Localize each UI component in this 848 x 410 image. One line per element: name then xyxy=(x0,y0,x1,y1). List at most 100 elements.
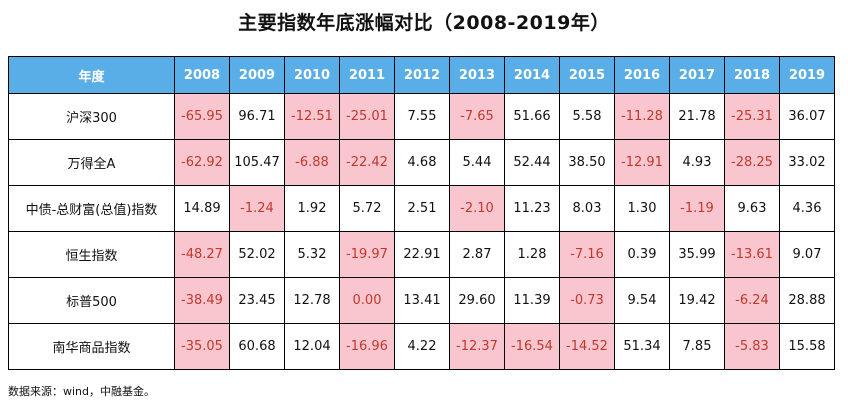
table-cell: 96.71 xyxy=(229,93,285,140)
row-label: 中债-总财富(总值)指数 xyxy=(8,185,175,232)
column-header-2019: 2019 xyxy=(779,56,835,94)
column-header-2017: 2017 xyxy=(669,56,725,94)
row-label: 恒生指数 xyxy=(8,231,175,278)
table-cell: 7.55 xyxy=(394,93,450,140)
table-cell: -65.95 xyxy=(174,93,230,140)
table-cell: 12.78 xyxy=(284,277,340,324)
table-cell: -6.24 xyxy=(724,277,780,324)
table-cell: 11.23 xyxy=(504,185,560,232)
table-cell: 60.68 xyxy=(229,323,285,370)
table-cell: 19.42 xyxy=(669,277,725,324)
table-cell: 14.89 xyxy=(174,185,230,232)
table-cell: 13.41 xyxy=(394,277,450,324)
table-cell: 0.00 xyxy=(339,277,395,324)
table-cell: 28.88 xyxy=(779,277,835,324)
table-cell: 4.36 xyxy=(779,185,835,232)
table-cell: -13.61 xyxy=(724,231,780,278)
table-cell: 5.58 xyxy=(559,93,615,140)
table-row: 恒生指数 -48.27 52.02 5.32 -19.97 22.91 2.87… xyxy=(8,231,835,278)
table-cell: -25.31 xyxy=(724,93,780,140)
table-cell: -12.91 xyxy=(614,139,670,186)
table-cell: -12.51 xyxy=(284,93,340,140)
table-cell: 105.47 xyxy=(229,139,285,186)
column-header-2013: 2013 xyxy=(449,56,505,94)
table-cell: -1.24 xyxy=(229,185,285,232)
table-cell: 7.85 xyxy=(669,323,725,370)
table-cell: -16.96 xyxy=(339,323,395,370)
table-cell: 0.39 xyxy=(614,231,670,278)
table-cell: -35.05 xyxy=(174,323,230,370)
row-label: 万得全A xyxy=(8,139,175,186)
table-cell: -1.19 xyxy=(669,185,725,232)
table-cell: 2.87 xyxy=(449,231,505,278)
column-header-2008: 2008 xyxy=(174,56,230,94)
column-header-2012: 2012 xyxy=(394,56,450,94)
table-cell: 51.66 xyxy=(504,93,560,140)
column-header-2018: 2018 xyxy=(724,56,780,94)
table-cell: 29.60 xyxy=(449,277,505,324)
table-row: 万得全A -62.92 105.47 -6.88 -22.42 4.68 5.4… xyxy=(8,139,835,186)
table-cell: -62.92 xyxy=(174,139,230,186)
table-cell: -48.27 xyxy=(174,231,230,278)
table-cell: 38.50 xyxy=(559,139,615,186)
table-row: 中债-总财富(总值)指数 14.89 -1.24 1.92 5.72 2.51 … xyxy=(8,185,835,232)
table-cell: -19.97 xyxy=(339,231,395,278)
table-cell: 9.07 xyxy=(779,231,835,278)
column-header-2014: 2014 xyxy=(504,56,560,94)
page-title: 主要指数年底涨幅对比（2008-2019年） xyxy=(238,12,610,34)
table-cell: 51.34 xyxy=(614,323,670,370)
table-cell: 22.91 xyxy=(394,231,450,278)
column-header-2010: 2010 xyxy=(284,56,340,94)
source-note: 数据来源：wind，中融基金。 xyxy=(8,385,156,398)
table-cell: 4.93 xyxy=(669,139,725,186)
returns-table: 年度 2008 2009 2010 2011 2012 2013 2014 20… xyxy=(8,56,835,370)
table-cell: -7.16 xyxy=(559,231,615,278)
table-cell: 1.30 xyxy=(614,185,670,232)
column-header-2009: 2009 xyxy=(229,56,285,94)
table-cell: -12.37 xyxy=(449,323,505,370)
table-cell: -14.52 xyxy=(559,323,615,370)
table-cell: 5.44 xyxy=(449,139,505,186)
table-cell: 4.68 xyxy=(394,139,450,186)
column-header-year-label: 年度 xyxy=(8,56,175,94)
table-cell: 12.04 xyxy=(284,323,340,370)
table-cell: 11.39 xyxy=(504,277,560,324)
table-cell: -5.83 xyxy=(724,323,780,370)
table-cell: 21.78 xyxy=(669,93,725,140)
table-cell: 35.99 xyxy=(669,231,725,278)
table-cell: 33.02 xyxy=(779,139,835,186)
table-cell: 9.54 xyxy=(614,277,670,324)
table-cell: -16.54 xyxy=(504,323,560,370)
column-header-2015: 2015 xyxy=(559,56,615,94)
row-label: 南华商品指数 xyxy=(8,323,175,370)
table-cell: 52.02 xyxy=(229,231,285,278)
row-label: 沪深300 xyxy=(8,93,175,140)
column-header-2016: 2016 xyxy=(614,56,670,94)
table-row: 南华商品指数 -35.05 60.68 12.04 -16.96 4.22 -1… xyxy=(8,323,835,370)
table-cell: -11.28 xyxy=(614,93,670,140)
table-cell: -6.88 xyxy=(284,139,340,186)
table-row: 沪深300 -65.95 96.71 -12.51 -25.01 7.55 -7… xyxy=(8,93,835,140)
table-cell: -0.73 xyxy=(559,277,615,324)
table-header-row: 年度 2008 2009 2010 2011 2012 2013 2014 20… xyxy=(8,56,835,94)
table-cell: 1.28 xyxy=(504,231,560,278)
row-label: 标普500 xyxy=(8,277,175,324)
table-cell: 15.58 xyxy=(779,323,835,370)
table-cell: -2.10 xyxy=(449,185,505,232)
table-cell: -7.65 xyxy=(449,93,505,140)
table-cell: 23.45 xyxy=(229,277,285,324)
table-cell: 36.07 xyxy=(779,93,835,140)
table-cell: 1.92 xyxy=(284,185,340,232)
table-cell: -28.25 xyxy=(724,139,780,186)
table-cell: 8.03 xyxy=(559,185,615,232)
table-cell: 2.51 xyxy=(394,185,450,232)
table-cell: -25.01 xyxy=(339,93,395,140)
table-cell: 5.72 xyxy=(339,185,395,232)
table-cell: 4.22 xyxy=(394,323,450,370)
table-cell: 5.32 xyxy=(284,231,340,278)
table-cell: 9.63 xyxy=(724,185,780,232)
column-header-2011: 2011 xyxy=(339,56,395,94)
table-cell: -38.49 xyxy=(174,277,230,324)
table-cell: -22.42 xyxy=(339,139,395,186)
table-cell: 52.44 xyxy=(504,139,560,186)
